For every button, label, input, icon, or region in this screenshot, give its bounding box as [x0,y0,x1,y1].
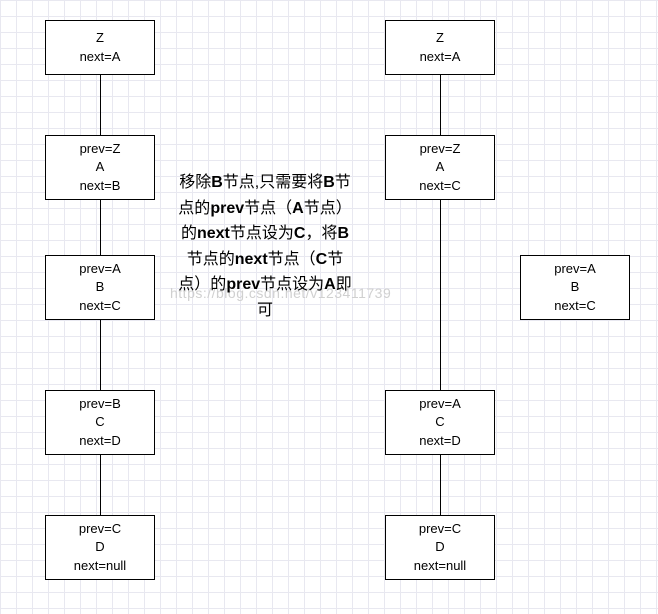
left-edge-1 [100,200,101,255]
node-RC: prev=ACnext=D [385,390,495,455]
node-line: D [95,538,104,556]
node-line: next=C [419,177,461,195]
node-line: next=D [79,432,121,450]
node-line: prev=Z [420,140,461,158]
node-RB: prev=ABnext=C [520,255,630,320]
caption-segment: next [235,251,268,268]
node-line: A [96,158,105,176]
node-line: next=A [420,48,461,66]
caption-segment: B [323,174,335,191]
node-line: Z [96,29,104,47]
node-line: B [96,278,105,296]
caption-segment: A [324,276,336,293]
left-edge-2 [100,320,101,390]
caption-segment: B [337,225,349,242]
node-line: next=C [554,297,596,315]
caption-segment: B [211,174,223,191]
node-LB: prev=ABnext=C [45,255,155,320]
node-line: prev=C [419,520,461,538]
node-line: prev=C [79,520,121,538]
caption-segment: 节点设为 [230,225,294,242]
node-line: prev=A [554,260,596,278]
caption-segment: 节点（ [268,251,316,268]
node-line: D [435,538,444,556]
node-RD: prev=CDnext=null [385,515,495,580]
node-line: next=null [414,557,466,575]
caption-segment: A [292,200,304,217]
caption-segment: ，将 [305,225,337,242]
caption-segment: C [316,251,328,268]
caption-segment: 节点（ [244,200,292,217]
caption-segment: prev [226,276,260,293]
node-LC: prev=BCnext=D [45,390,155,455]
caption-segment: 节点的 [187,251,235,268]
node-LA: prev=ZAnext=B [45,135,155,200]
node-line: prev=A [419,395,461,413]
caption-segment: prev [210,200,244,217]
node-line: Z [436,29,444,47]
caption-segment: next [197,225,230,242]
node-line: next=B [80,177,121,195]
node-line: A [436,158,445,176]
node-line: C [435,413,444,431]
left-edge-0 [100,75,101,135]
node-line: next=C [79,297,121,315]
node-LD: prev=CDnext=null [45,515,155,580]
caption-segment: C [294,225,306,242]
node-line: next=D [419,432,461,450]
node-line: next=A [80,48,121,66]
node-line: prev=A [79,260,121,278]
caption-text: 移除B节点,只需要将B节点的prev节点（A节点）的next节点设为C，将B节点… [175,170,355,324]
right-edge-0 [440,75,441,135]
node-line: B [571,278,580,296]
caption-segment: 节点,只需要将 [223,174,323,191]
node-line: C [95,413,104,431]
node-line: prev=Z [80,140,121,158]
node-RA: prev=ZAnext=C [385,135,495,200]
caption-segment: 节点设为 [260,276,324,293]
caption-segment: 移除 [179,174,211,191]
node-line: next=null [74,557,126,575]
left-edge-3 [100,455,101,515]
right-edge-1 [440,200,441,390]
node-line: prev=B [79,395,121,413]
node-LZ: Znext=A [45,20,155,75]
right-edge-2 [440,455,441,515]
node-RZ: Znext=A [385,20,495,75]
